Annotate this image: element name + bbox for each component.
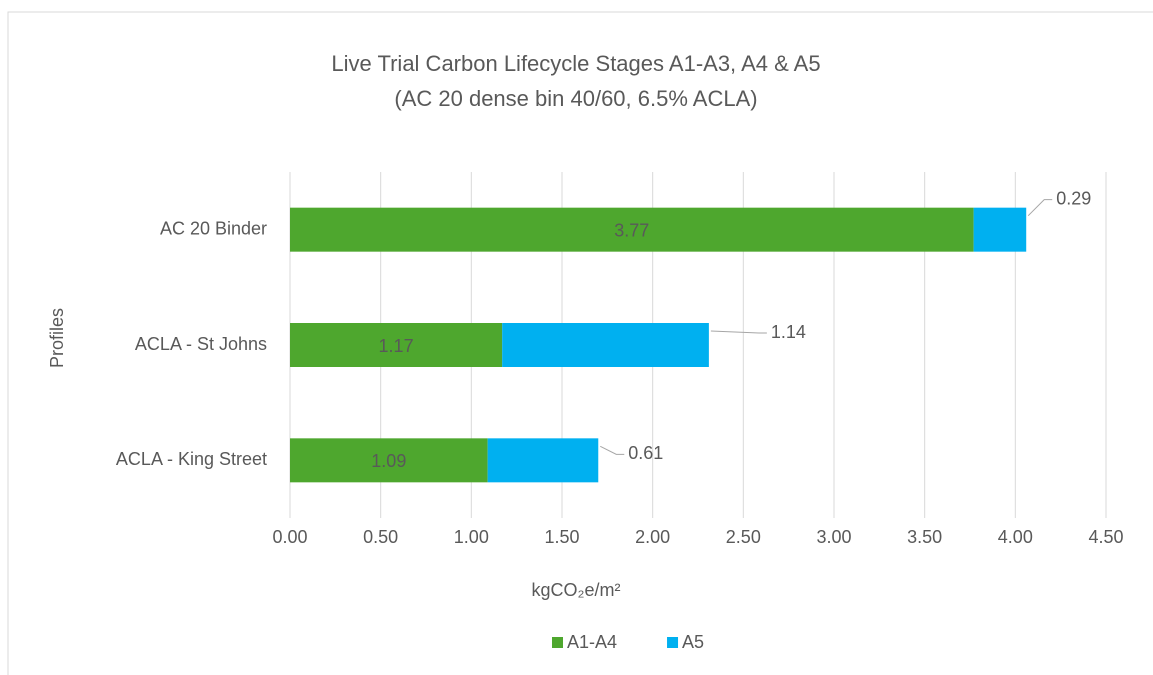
bar-segment: [502, 323, 709, 367]
data-label: 0.61: [628, 443, 663, 463]
x-tick-label: 1.50: [544, 527, 579, 547]
data-label: 3.77: [614, 220, 649, 240]
bar-segment: [973, 207, 1027, 252]
data-label: 1.09: [371, 451, 406, 471]
bar-segment: [290, 207, 974, 252]
legend-swatch: [667, 637, 679, 648]
x-tick-label: 4.50: [1088, 527, 1123, 547]
legend-label: A5: [682, 632, 704, 652]
x-tick-label: 3.50: [907, 527, 942, 547]
bar-segment: [487, 438, 599, 483]
leader-line: [710, 330, 767, 334]
chart-title: Live Trial Carbon Lifecycle Stages A1-A3…: [331, 51, 820, 76]
y-tick-label: ACLA - St Johns: [135, 334, 267, 354]
bar-segment: [290, 438, 488, 483]
bar-segment: [290, 323, 503, 367]
data-label: 0.29: [1056, 188, 1091, 208]
x-tick-label: 0.50: [363, 527, 398, 547]
x-tick-label: 2.00: [635, 527, 670, 547]
x-tick-label: 4.00: [998, 527, 1033, 547]
legend-label: A1-A4: [567, 632, 617, 652]
x-tick-label: 3.00: [816, 527, 851, 547]
y-axis-label: Profiles: [47, 308, 67, 368]
data-label: 1.14: [771, 322, 806, 342]
y-tick-label: ACLA - King Street: [116, 449, 267, 469]
leader-line: [600, 445, 625, 455]
x-tick-label: 1.00: [454, 527, 489, 547]
x-tick-label: 2.50: [726, 527, 761, 547]
legend-swatch: [552, 637, 563, 648]
data-label: 1.17: [379, 336, 414, 356]
x-axis-label: kgCO₂e/m²: [532, 580, 621, 600]
y-tick-label: AC 20 Binder: [160, 218, 267, 238]
chart-subtitle: (AC 20 dense bin 40/60, 6.5% ACLA): [394, 86, 757, 111]
x-tick-label: 0.00: [272, 527, 307, 547]
leader-line: [1027, 199, 1053, 217]
